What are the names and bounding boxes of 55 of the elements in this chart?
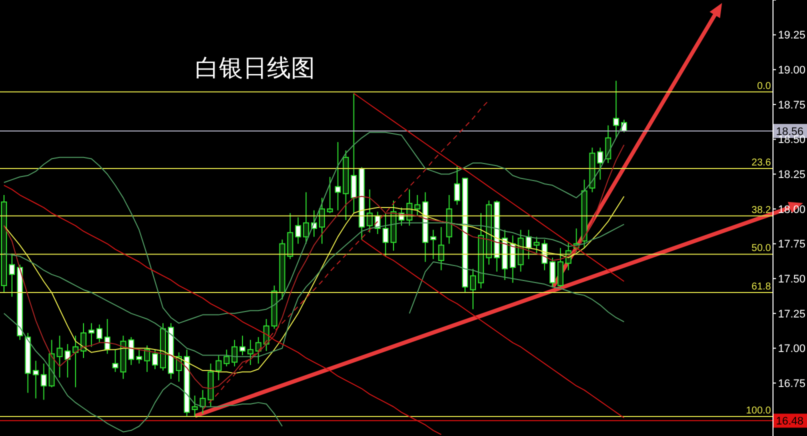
y-tick-label: 19.00 (778, 64, 806, 77)
annotation: 50.0 (752, 243, 772, 254)
line-series (3, 144, 625, 390)
candlestick (224, 349, 230, 367)
annotation: 61.8 (752, 282, 772, 293)
candlestick (144, 344, 150, 372)
line-series (353, 92, 625, 282)
annotation: 38.2 (752, 204, 772, 216)
candlestick (303, 192, 310, 244)
y-tick-label: 19.25 (778, 30, 806, 42)
candlestick (239, 335, 246, 356)
candlestick (334, 142, 341, 211)
candlestick (136, 349, 142, 364)
candlestick (216, 354, 222, 381)
candlestick (295, 216, 302, 244)
candlestick (605, 124, 612, 164)
candlestick (534, 236, 540, 254)
y-tick-label: 17.00 (778, 343, 806, 356)
candlestick (382, 212, 389, 257)
y-tick-label: 18.75 (778, 99, 806, 112)
candlestick (438, 226, 444, 271)
candlestick (128, 336, 134, 366)
candlestick (232, 339, 238, 367)
candlestick (470, 268, 476, 310)
annotation: 23.6 (752, 158, 772, 169)
candlestick (8, 253, 15, 298)
candlestick (366, 188, 373, 234)
y-tick-label: 17.25 (778, 308, 806, 320)
candlestick (550, 257, 556, 288)
line-series (3, 184, 442, 436)
annotation: 100.0 (746, 406, 772, 416)
y-tick-label: 17.50 (778, 274, 806, 286)
candlestick (454, 165, 460, 206)
y-tick-label: 18.25 (778, 169, 806, 182)
candlestick (64, 344, 71, 378)
candlestick (318, 197, 325, 244)
candlestick (613, 80, 620, 138)
candlestick (72, 335, 79, 388)
candlestick (247, 339, 254, 366)
candlestick (414, 194, 420, 216)
y-tick-label: 17.75 (778, 238, 806, 251)
candlestick (152, 349, 158, 370)
candlestick (96, 324, 102, 344)
line-series (202, 100, 490, 410)
annotation: 0.0 (757, 80, 772, 92)
candlestick (557, 247, 564, 288)
candlestick (430, 229, 436, 260)
candlestick (56, 335, 63, 378)
text: 白银日线图 (195, 53, 315, 84)
candlestick (287, 212, 294, 260)
y-tick-label: 16.75 (778, 378, 806, 390)
line-series (361, 239, 625, 418)
ref-line-label: 16.48 (776, 416, 804, 428)
candlestick (326, 176, 333, 214)
candlestick (88, 322, 94, 348)
